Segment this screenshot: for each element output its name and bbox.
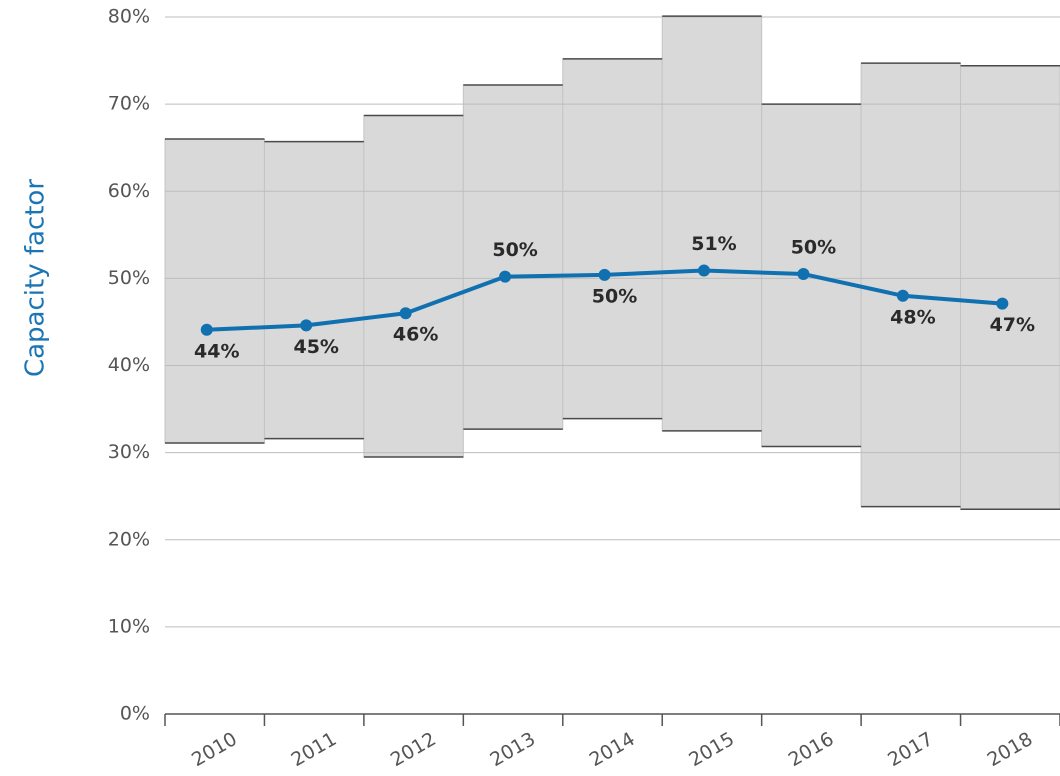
data-point xyxy=(399,307,412,320)
x-tick-label: 2016 xyxy=(785,728,838,771)
value-label: 48% xyxy=(890,306,935,328)
range-box xyxy=(562,58,663,420)
x-tick-label: 2010 xyxy=(188,728,241,771)
value-label: 44% xyxy=(194,340,239,362)
range-box xyxy=(462,84,564,430)
range-box xyxy=(263,141,365,440)
range-box xyxy=(960,65,1060,510)
data-point xyxy=(200,323,213,336)
y-tick-label: 40% xyxy=(108,354,150,376)
value-label: 50% xyxy=(492,239,537,261)
data-point xyxy=(697,264,710,277)
data-point xyxy=(896,289,909,302)
value-label: 46% xyxy=(393,324,438,346)
y-tick-label: 10% xyxy=(108,615,150,637)
x-tick-label: 2017 xyxy=(884,728,937,771)
value-label: 51% xyxy=(691,233,736,255)
range-box xyxy=(860,62,962,508)
data-point xyxy=(797,268,810,281)
x-tick-label: 2015 xyxy=(685,728,738,771)
value-label: 45% xyxy=(293,336,338,358)
y-tick-label: 80% xyxy=(108,6,150,28)
y-axis-title: Capacity factor xyxy=(21,179,51,377)
x-tick-label: 2014 xyxy=(586,728,639,771)
y-tick-label: 60% xyxy=(108,180,150,202)
data-point xyxy=(996,297,1009,310)
x-tick-label: 2013 xyxy=(486,728,539,771)
data-point xyxy=(598,268,611,281)
data-point xyxy=(300,319,313,332)
x-tick-label: 2011 xyxy=(287,728,340,771)
y-tick-label: 30% xyxy=(108,441,150,463)
y-tick-label: 0% xyxy=(120,703,150,725)
y-tick-label: 20% xyxy=(108,528,150,550)
y-tick-label: 50% xyxy=(108,267,150,289)
x-tick-label: 2018 xyxy=(984,728,1037,771)
range-box xyxy=(363,114,464,458)
y-tick-label: 70% xyxy=(108,93,150,115)
value-label: 50% xyxy=(592,285,637,307)
x-tick-label: 2012 xyxy=(387,728,440,771)
value-label: 47% xyxy=(990,314,1035,336)
range-box xyxy=(661,15,763,432)
range-box xyxy=(164,138,265,444)
data-point xyxy=(499,270,512,283)
value-label: 50% xyxy=(791,237,836,259)
